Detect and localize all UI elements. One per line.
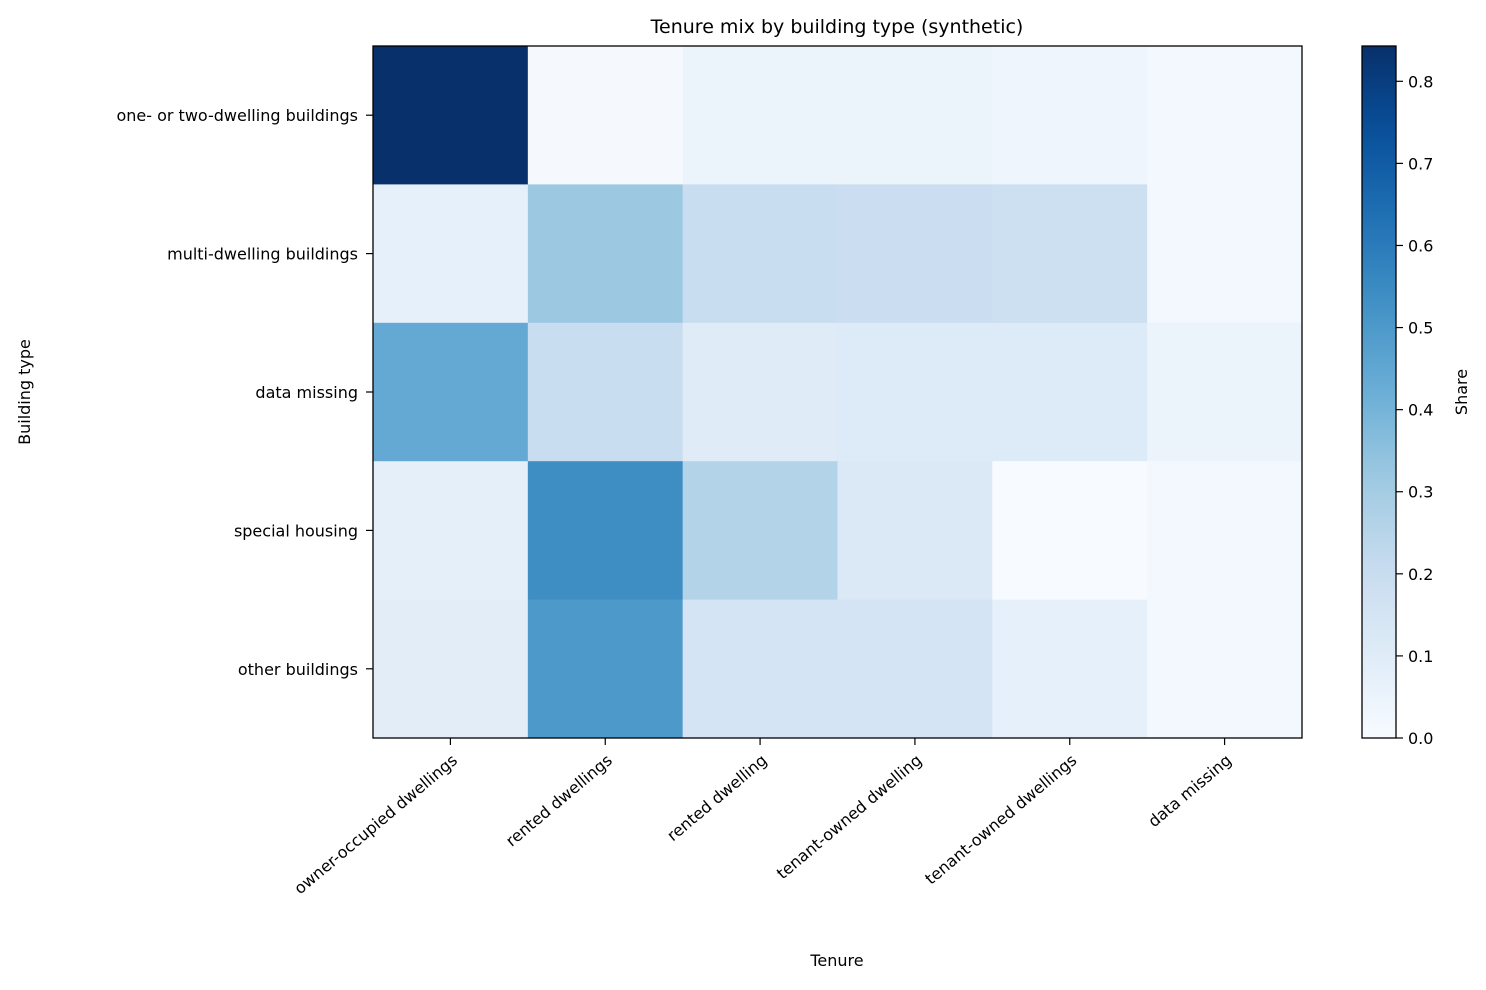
y-tick-label: other buildings [238, 660, 358, 679]
heatmap-cell [373, 184, 529, 324]
heatmap-cell [992, 599, 1148, 739]
heatmap-cell [682, 46, 838, 185]
heatmap-cell [682, 184, 838, 324]
colorbar-tick-label: 0.7 [1408, 154, 1433, 173]
heatmap-cell [1147, 46, 1303, 185]
colorbar-tick-label: 0.1 [1408, 647, 1433, 666]
x-axis-ticks: owner-occupied dwellings rented dwellings… [290, 738, 1235, 898]
colorbar [1361, 45, 1397, 739]
heatmap-cell [837, 184, 993, 324]
x-tick-label: tenant-owned dwelling [773, 751, 926, 883]
y-tick-label: special housing [234, 521, 358, 540]
heatmap-cell [527, 184, 684, 324]
colorbar-tick-label: 0.5 [1408, 319, 1433, 338]
colorbar-tick-label: 0.3 [1408, 483, 1433, 502]
heatmap-cell [682, 322, 838, 462]
y-tick-label: data missing [255, 383, 358, 402]
heatmap-cells [373, 46, 1303, 739]
x-tick-label: owner-occupied dwellings [290, 751, 461, 898]
heatmap-cell [1147, 461, 1303, 601]
colorbar-ticks: 0.0 0.1 0.2 0.3 0.4 0.5 0.6 0.7 0.8 [1396, 72, 1433, 748]
colorbar-tick-label: 0.6 [1408, 236, 1433, 255]
colorbar-label: Share [1452, 369, 1471, 415]
heatmap-cell [682, 461, 838, 601]
heatmap-cell [992, 322, 1148, 462]
colorbar-tick-label: 0.4 [1408, 401, 1433, 420]
heatmap-cell [1147, 322, 1303, 462]
heatmap-cell [527, 599, 684, 739]
heatmap-cell [1147, 184, 1303, 324]
heatmap-cell [373, 322, 529, 462]
heatmap-cell [992, 184, 1148, 324]
colorbar-tick-label: 0.2 [1408, 565, 1433, 584]
colorbar-tick-label: 0.0 [1408, 729, 1433, 748]
colorbar-tick-label: 0.8 [1408, 72, 1433, 91]
chart-title: Tenure mix by building type (synthetic) [650, 16, 1024, 38]
y-tick-label: one- or two-dwelling buildings [116, 106, 358, 125]
heatmap-cell [527, 46, 684, 185]
heatmap-cell [682, 599, 838, 739]
x-tick-label: data missing [1144, 751, 1235, 831]
y-tick-label: multi-dwelling buildings [167, 245, 358, 264]
heatmap-cell [1147, 599, 1303, 739]
heatmap-cell [837, 461, 993, 601]
x-tick-label: rented dwellings [502, 751, 616, 851]
heatmap-cell [373, 46, 529, 185]
y-axis-ticks: one- or two-dwelling buildings multi-dwel… [116, 106, 373, 679]
heatmap-cell [837, 599, 993, 739]
heatmap-cell [992, 461, 1148, 601]
x-axis-label: Tenure [809, 951, 863, 970]
heatmap-cell [373, 461, 529, 601]
heatmap-cell [837, 322, 993, 462]
x-tick-label: rented dwelling [663, 751, 770, 845]
heatmap-cell [837, 46, 993, 185]
heatmap-cell [373, 599, 529, 739]
x-tick-label: tenant-owned dwellings [921, 751, 1080, 889]
heatmap-cell [527, 322, 684, 462]
heatmap-cell [527, 461, 684, 601]
heatmap-cell [992, 46, 1148, 185]
y-axis-label: Building type [15, 339, 34, 445]
